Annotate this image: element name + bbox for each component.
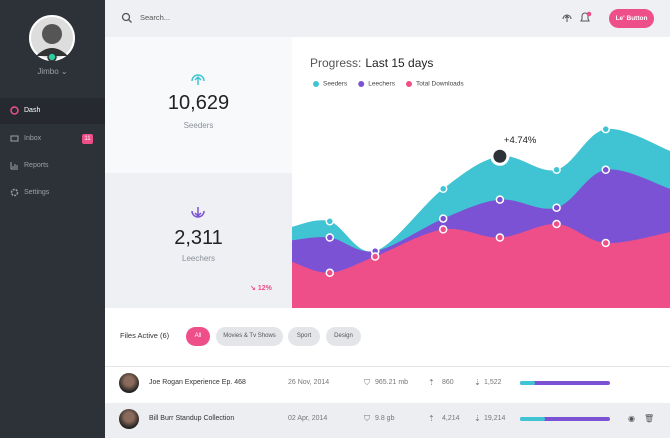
- avatar: [29, 15, 75, 62]
- chart-subtitle: Last 15 days: [365, 56, 433, 70]
- search-input[interactable]: Search...: [140, 13, 171, 22]
- filter[interactable]: Sport: [288, 327, 320, 346]
- point: [552, 165, 561, 175]
- badge: 11: [82, 134, 93, 144]
- size-icon: ⛉: [364, 378, 370, 387]
- point: [552, 219, 561, 229]
- avatar: [119, 373, 139, 393]
- stat-change-text: 12%: [257, 285, 272, 292]
- point: [495, 233, 505, 242]
- file-down: 19,214: [484, 415, 506, 422]
- nav-item[interactable]: Dash: [0, 98, 105, 124]
- user-name[interactable]: Jimbo ⌄: [37, 67, 68, 76]
- point: [438, 214, 448, 223]
- chart-title: Progress:: [310, 56, 361, 70]
- point: [325, 268, 335, 278]
- point: [495, 195, 505, 204]
- point: [552, 203, 561, 212]
- stat-label: Seeders: [183, 121, 214, 130]
- legend-label: Seeders: [323, 81, 348, 88]
- down-icon: ⇣: [474, 414, 481, 423]
- divider: [105, 366, 670, 367]
- filter[interactable]: All: [186, 327, 210, 346]
- icon: [10, 162, 18, 170]
- point: [325, 217, 335, 226]
- file-size: 9.8 gb: [375, 415, 395, 422]
- nav-label: Reports: [24, 162, 49, 169]
- download-icon: [191, 207, 205, 218]
- nav-label: Inbox: [24, 135, 42, 142]
- delete-icon[interactable]: 🗑: [644, 414, 655, 423]
- user-name-text: Jimbo: [37, 67, 59, 76]
- nav-item[interactable]: Reports: [0, 153, 105, 179]
- nav-item[interactable]: Settings: [0, 180, 105, 206]
- stat-change: ↘ 12%: [250, 285, 272, 292]
- stat-value: 2,311: [174, 227, 223, 249]
- stat-panel: 2,311 Leechers ↘ 12%: [105, 173, 292, 308]
- chart: Progress: Last 15 days Seeders Leechers To…: [292, 56, 670, 308]
- stat-label: Leechers: [182, 254, 215, 263]
- icon: [10, 135, 19, 142]
- nav-item[interactable]: Inbox 11: [0, 126, 105, 152]
- file-size: 965.21 mb: [375, 379, 409, 386]
- button[interactable]: Le' Button: [609, 9, 654, 28]
- point: [370, 252, 380, 261]
- progress-bar: [520, 417, 546, 421]
- search-icon: [121, 12, 132, 23]
- legend-label: Leechers: [368, 81, 395, 88]
- file-date: 26 Nov, 2014: [288, 379, 330, 386]
- file-date: 02 Apr, 2014: [288, 415, 328, 422]
- legend-swatch: [313, 81, 319, 87]
- progress-track: [520, 381, 610, 385]
- up-icon: ⇡: [428, 414, 435, 423]
- stat-panel: 10,629 Seeders: [105, 37, 292, 173]
- icon: [10, 188, 19, 197]
- point: [601, 124, 610, 134]
- filter[interactable]: Design: [326, 327, 361, 346]
- down-icon: ⇣: [474, 378, 481, 387]
- file-down: 1,522: [484, 379, 502, 386]
- stat-value: 10,629: [167, 92, 230, 114]
- area: [292, 223, 670, 308]
- file-name: Bill Burr Standup Collection: [149, 415, 235, 422]
- point: [601, 238, 610, 248]
- nav-label: Dash: [24, 107, 41, 114]
- avatar: [119, 409, 139, 429]
- point: [438, 225, 448, 234]
- point: [601, 165, 610, 175]
- point: [438, 184, 448, 194]
- legend-swatch: [405, 81, 412, 87]
- nav-label: Settings: [24, 189, 50, 196]
- file-name: Joe Rogan Experience Ep. 468: [149, 379, 246, 386]
- point: [325, 233, 335, 242]
- icon: [10, 106, 19, 115]
- upload-icon: [191, 74, 205, 85]
- legend-swatch: [358, 81, 365, 87]
- sidebar: Jimbo ⌄ Dash Inbox 11 Reports Settings: [0, 0, 105, 438]
- legend-label: Total Downloads: [416, 81, 464, 88]
- highlight-point: [490, 146, 510, 166]
- progress-bar: [520, 381, 536, 385]
- topbar: Search... Le' Button: [105, 0, 670, 37]
- section-title: Files Active (6): [120, 331, 170, 340]
- size-icon: ⛉: [364, 414, 370, 423]
- file-up: 860: [442, 379, 454, 386]
- view-icon[interactable]: ◉: [628, 414, 635, 423]
- filter[interactable]: Movies & Tv Shows: [216, 327, 283, 346]
- annotation: +4.74%: [504, 135, 537, 146]
- up-icon: ⇡: [428, 378, 435, 387]
- progress-track: [520, 417, 610, 421]
- file-up: 4,214: [442, 415, 460, 422]
- top-icons[interactable]: [561, 10, 601, 26]
